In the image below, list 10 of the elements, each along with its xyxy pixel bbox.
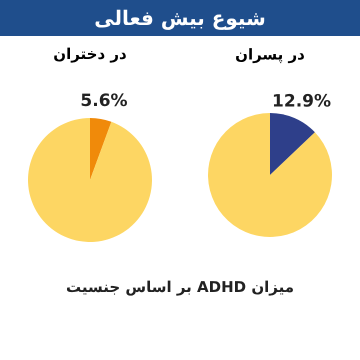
- pie-slice: [270, 113, 315, 175]
- text: میزان ADHD بر اساس جنسیت: [64, 278, 296, 296]
- pie-slice: [208, 113, 332, 237]
- data-label: 12.9%: [272, 91, 332, 112]
- chart-title: در پسران: [235, 45, 306, 64]
- text: شیوع بیش فعالی: [0, 0, 360, 36]
- chart-title: در دختران: [53, 45, 128, 64]
- data-label: 5.6%: [80, 91, 128, 112]
- pie-slice: [90, 118, 112, 180]
- pie-slice: [28, 118, 152, 242]
